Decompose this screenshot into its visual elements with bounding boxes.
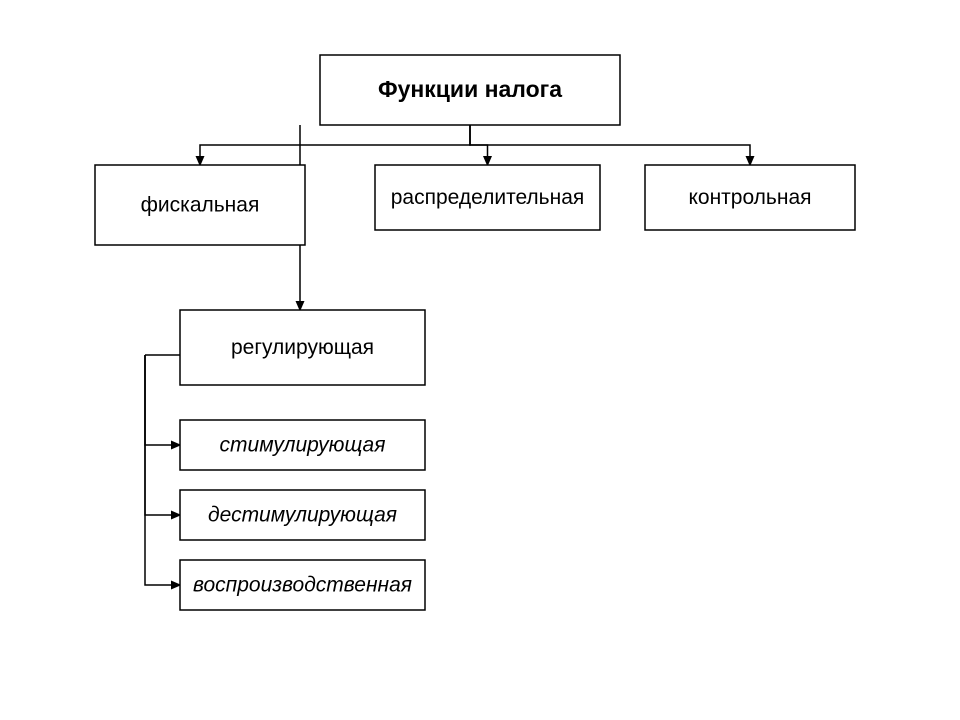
node-distr: распределительная [375,165,600,230]
edge-regul-stim [145,355,180,445]
node-reprod: воспроизводственная [180,560,425,610]
node-fiscal: фискальная [95,165,305,245]
node-control: контрольная [645,165,855,230]
nodes-group: Функции налога фискальная распределительна… [95,55,855,610]
node-stim: стимулирующая [180,420,425,470]
diagram-canvas: Функции налога фискальная распределительна… [0,0,960,720]
edge-root-control [470,125,750,165]
edge-regul-reprod [145,355,180,585]
node-label-fiscal: фискальная [141,194,260,217]
node-label-reprod: воспроизводственная [193,574,412,597]
node-label-destim: дестимулирующая [208,504,397,527]
node-root: Функции налога [320,55,620,125]
node-regul: регулирующая [180,310,425,385]
node-label-regul: регулирующая [231,336,374,359]
edge-root-fiscal [200,125,470,165]
node-label-stim: стимулирующая [220,434,386,457]
edge-regul-destim [145,355,180,515]
node-destim: дестимулирующая [180,490,425,540]
node-label-root: Функции налога [378,76,562,102]
node-label-control: контрольная [688,186,811,209]
node-label-distr: распределительная [391,186,585,209]
